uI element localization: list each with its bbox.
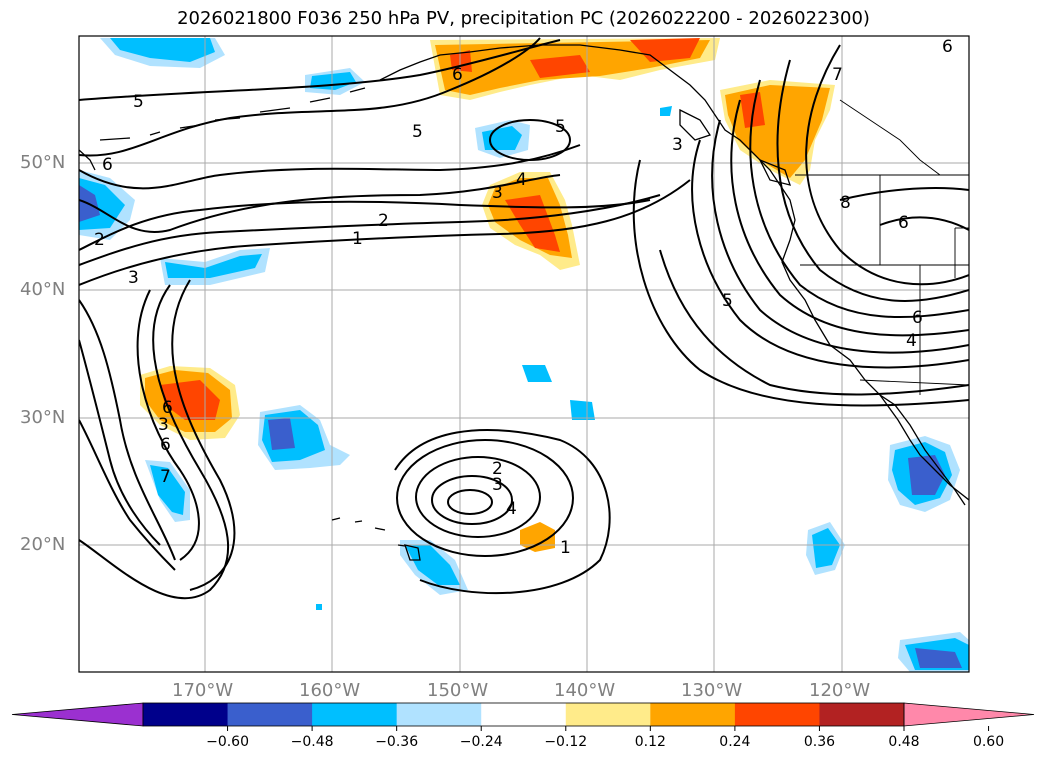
colorbar-segment [227, 703, 313, 726]
lon-label-150w: 150°W [427, 680, 489, 701]
lon-label-120w: 120°W [809, 680, 871, 701]
colorbar-segment [143, 703, 229, 726]
contour-label: 3 [672, 135, 683, 155]
contour-label: 3 [492, 183, 503, 203]
contour-label: 6 [160, 435, 171, 455]
colorbar-tick-label: −0.12 [544, 734, 588, 750]
map-title: 2026021800 F036 250 hPa PV, precipitatio… [177, 8, 870, 29]
colorbar-extend-min [11, 702, 144, 727]
map-frame [78, 35, 970, 673]
colorbar-segment [734, 703, 820, 726]
lat-label-50n: 50°N [20, 152, 66, 173]
colorbar-segment [481, 703, 567, 726]
contour-label: 2 [378, 211, 389, 231]
contour-label: 4 [516, 170, 527, 190]
colorbar-extend-max [903, 702, 1035, 727]
gridlines [79, 36, 969, 672]
contour-label: 1 [560, 538, 571, 558]
contour-label: 6 [898, 213, 909, 233]
lon-label-130w: 130°W [681, 680, 743, 701]
colorbar-tick-label: 0.48 [888, 734, 920, 750]
colorbar-segment [396, 703, 482, 726]
colorbar-tick-label: 0.24 [719, 734, 751, 750]
contour-label: 5 [412, 122, 423, 142]
colorbar-tick-label: −0.36 [375, 734, 419, 750]
political-borders [795, 99, 969, 395]
contour-label: 3 [492, 475, 503, 495]
colorbar-tick-label: −0.24 [459, 734, 503, 750]
contour-label: 3 [158, 415, 169, 435]
contour-label: 5 [133, 92, 144, 112]
contour-label: 6 [102, 155, 113, 175]
lon-label-160w: 160°W [299, 680, 361, 701]
contour-label: 6 [912, 308, 923, 328]
contour-label: 8 [840, 193, 851, 213]
colorbar-segment [312, 703, 398, 726]
contour-label: 6 [452, 65, 463, 85]
colorbar-frame [142, 702, 905, 727]
colorbar-segment [565, 703, 651, 726]
colorbar-tick-label: 0.36 [803, 734, 836, 750]
contour-label: 5 [555, 117, 566, 137]
colorbar-tick-label: 0.60 [972, 734, 1005, 750]
colorbar-segment [650, 703, 736, 726]
lat-label-20n: 20°N [20, 534, 66, 555]
pv-contours [79, 37, 969, 600]
lon-label-140w: 140°W [554, 680, 616, 701]
lon-label-170w: 170°W [172, 680, 234, 701]
colorbar-segment [819, 703, 905, 726]
contour-label: 4 [906, 331, 917, 351]
contour-label: 2 [492, 459, 503, 479]
contour-label: 3 [128, 268, 139, 288]
contour-label: 7 [832, 65, 843, 85]
lat-label-40n: 40°N [20, 279, 66, 300]
contour-label: 5 [722, 291, 733, 311]
colorbar [11, 702, 1035, 731]
contour-label: 7 [160, 467, 171, 487]
contour-label: 1 [352, 229, 363, 249]
contour-label: 6 [942, 37, 953, 57]
lat-label-30n: 30°N [20, 407, 66, 428]
contour-label: 2 [94, 230, 105, 250]
contour-label: 4 [506, 499, 517, 519]
colorbar-tick-label: 0.12 [634, 734, 666, 750]
colorbar-tick-label: −0.60 [206, 734, 249, 750]
colorbar-tick-label: −0.48 [290, 734, 334, 750]
contour-labels: 5 6 5 5 6 3 6 2 3 4 2 1 3 6 8 6 7 5 6 4 … [94, 37, 953, 558]
contour-label: 6 [162, 398, 173, 418]
